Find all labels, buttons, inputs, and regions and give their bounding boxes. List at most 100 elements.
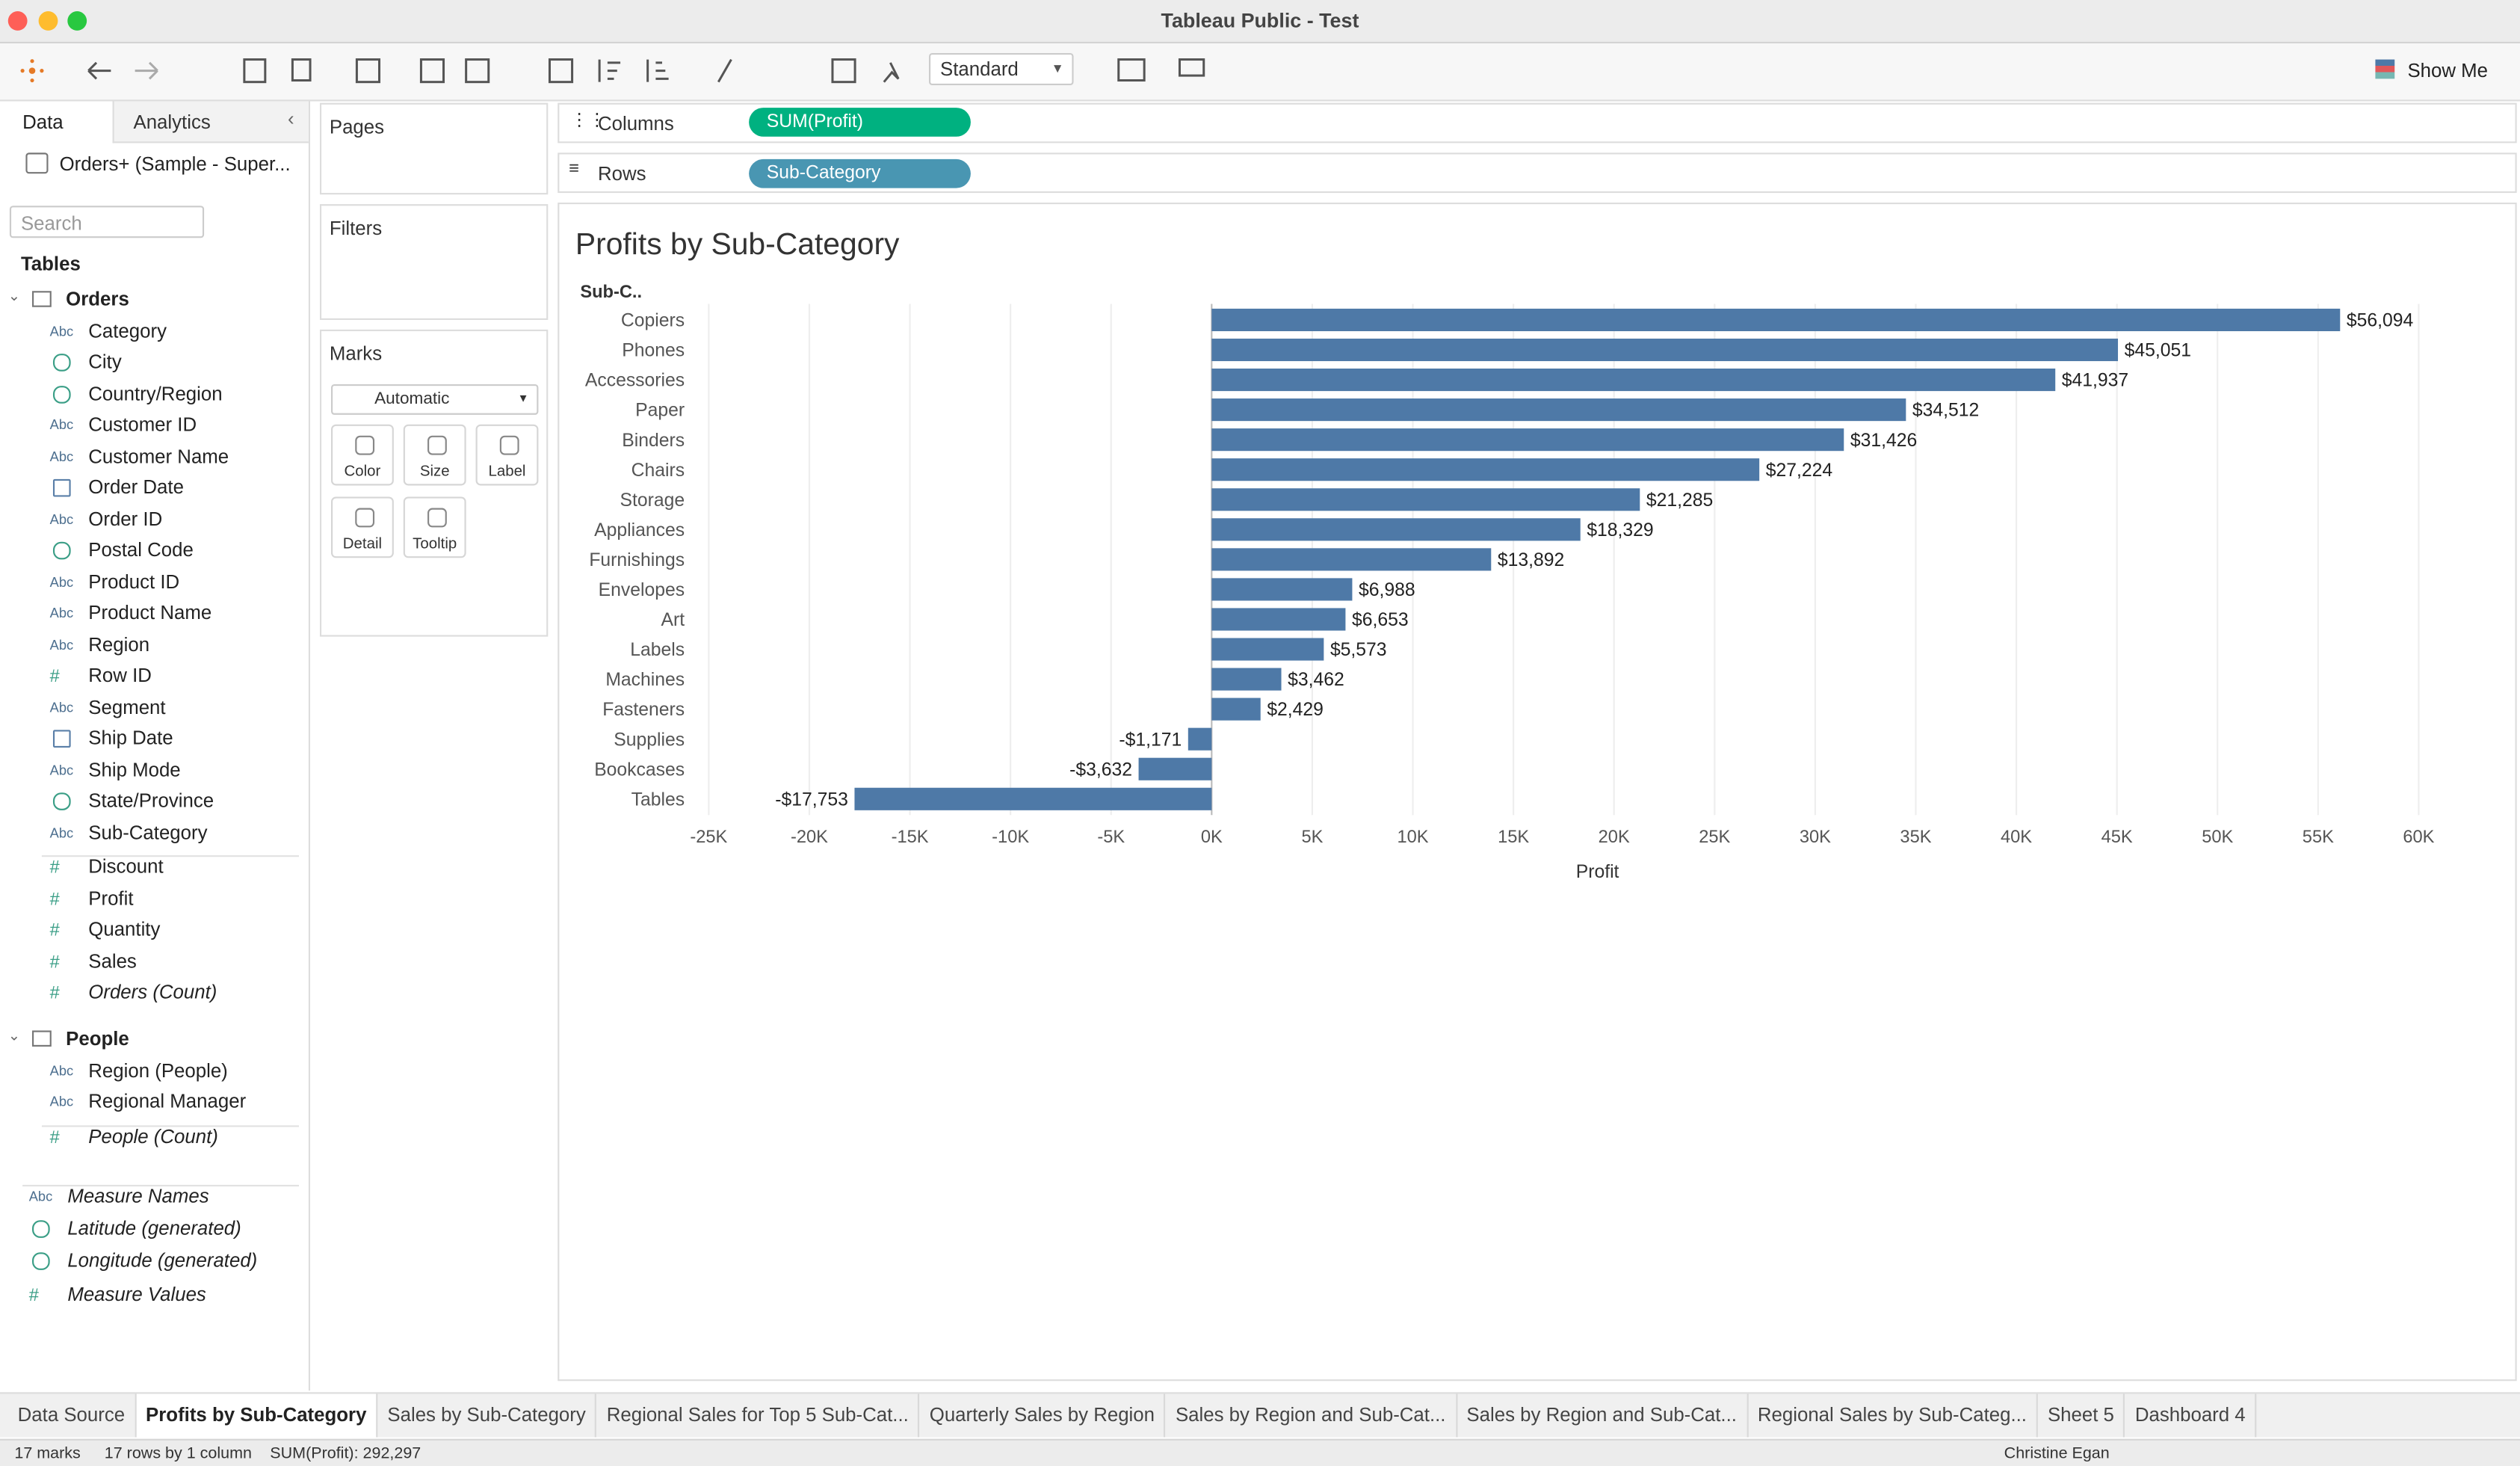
field[interactable]: Orders (Count) xyxy=(88,980,217,1003)
field[interactable]: Ship Date xyxy=(88,727,173,750)
field[interactable]: Segment xyxy=(88,695,166,718)
table-name[interactable]: Orders xyxy=(66,287,129,311)
field[interactable]: Measure Values xyxy=(67,1282,206,1305)
bar[interactable] xyxy=(1211,638,1324,661)
bar[interactable] xyxy=(1211,518,1581,541)
field[interactable]: Order Date xyxy=(88,475,184,499)
field[interactable]: Customer ID xyxy=(88,413,197,436)
redo-icon[interactable] xyxy=(135,61,158,80)
clear-icon[interactable] xyxy=(465,58,490,84)
field[interactable]: People (Count) xyxy=(88,1124,218,1148)
undo-icon[interactable] xyxy=(87,61,111,80)
field[interactable]: Customer Name xyxy=(88,444,229,467)
marks-button[interactable]: Color xyxy=(331,424,394,486)
field[interactable]: State/Province xyxy=(88,789,214,813)
sheet-tab[interactable]: Data Source xyxy=(8,1393,137,1438)
status-shape: 17 rows by 1 column xyxy=(104,1445,253,1463)
sheet-tab[interactable]: Regional Sales for Top 5 Sub-Cat... xyxy=(597,1393,920,1438)
minimize-button[interactable] xyxy=(38,11,58,31)
field[interactable]: Sales xyxy=(88,949,137,972)
bar[interactable] xyxy=(1138,757,1212,780)
bar[interactable] xyxy=(1211,668,1282,691)
sheet-tab-active[interactable]: Profits by Sub-Category xyxy=(136,1393,378,1438)
sheet-tab[interactable]: Quarterly Sales by Region xyxy=(920,1393,1167,1438)
labels-icon[interactable] xyxy=(831,58,856,84)
bar[interactable] xyxy=(1211,548,1492,571)
columns-pill[interactable]: SUM(Profit) xyxy=(749,108,971,137)
sheet-tab[interactable]: Sales by Region and Sub-Cat... xyxy=(1166,1393,1457,1438)
field[interactable]: Quantity xyxy=(88,917,161,941)
bar[interactable] xyxy=(1211,369,2056,392)
field[interactable]: Regional Manager xyxy=(88,1090,247,1113)
bar[interactable] xyxy=(1211,488,1640,511)
field-type-icon: Abc xyxy=(49,1093,74,1109)
mark-type-dropdown[interactable]: Automatic ▼ xyxy=(331,384,539,415)
marks-button[interactable]: Tooltip xyxy=(403,496,466,558)
sheet-tab[interactable]: Sales by Region and Sub-Cat... xyxy=(1457,1393,1749,1438)
field[interactable]: City xyxy=(88,350,122,373)
sort-asc-icon[interactable] xyxy=(598,59,621,82)
tables-heading: Tables xyxy=(20,252,81,275)
data-label: $2,429 xyxy=(1267,700,1324,720)
sheet-tab[interactable]: Sheet 5 xyxy=(2038,1393,2125,1438)
field-type-icon: # xyxy=(28,1285,39,1305)
close-button[interactable] xyxy=(7,11,28,31)
marks-card: Marks Automatic ▼ Color Size Label Detail Too… xyxy=(319,329,549,637)
bar[interactable] xyxy=(1211,578,1353,601)
field[interactable]: Discount xyxy=(88,855,164,878)
pin-icon[interactable] xyxy=(883,62,900,83)
marks-button[interactable]: Detail xyxy=(331,496,394,558)
field[interactable]: Latitude (generated) xyxy=(67,1217,241,1240)
field[interactable]: Category xyxy=(88,318,167,342)
field[interactable]: Order ID xyxy=(88,507,163,530)
search-box[interactable]: Search xyxy=(9,206,205,238)
marks-button[interactable]: Label xyxy=(475,424,539,486)
duplicate-icon[interactable] xyxy=(419,58,445,84)
field[interactable]: Longitude (generated) xyxy=(67,1249,258,1272)
field-type-icon: Abc xyxy=(49,322,74,339)
table-name[interactable]: People xyxy=(66,1027,129,1050)
new-datasource-icon[interactable] xyxy=(291,58,312,82)
new-sheet-icon[interactable] xyxy=(355,58,381,84)
field[interactable]: Product Name xyxy=(88,601,212,624)
bar[interactable] xyxy=(854,787,1212,810)
bar[interactable] xyxy=(1211,398,1906,422)
sheet-tab[interactable]: Dashboard 4 xyxy=(2125,1393,2257,1438)
x-tick-label: 20K xyxy=(1599,828,1630,847)
field[interactable]: Sub-Category xyxy=(88,820,208,843)
sheet-tab[interactable]: Sales by Sub-Category xyxy=(378,1393,597,1438)
field[interactable]: Country/Region xyxy=(88,381,223,404)
field[interactable]: Region xyxy=(88,632,150,656)
marks-button[interactable]: Size xyxy=(403,424,466,486)
field[interactable]: Ship Mode xyxy=(88,757,181,781)
zoom-button[interactable] xyxy=(67,11,87,31)
bar[interactable] xyxy=(1211,428,1844,452)
bar[interactable] xyxy=(1211,608,1346,631)
sheet-tab[interactable]: Regional Sales by Sub-Categ... xyxy=(1748,1393,2039,1438)
bar[interactable] xyxy=(1188,727,1212,751)
bar[interactable] xyxy=(1211,697,1261,721)
data-tab[interactable]: Data xyxy=(0,101,113,147)
cards-icon[interactable] xyxy=(1117,58,1146,82)
status-user[interactable]: Christine Egan xyxy=(2004,1445,2110,1463)
datasource-name[interactable]: Orders+ (Sample - Super... xyxy=(59,153,291,176)
bar[interactable] xyxy=(1211,308,2341,332)
bar[interactable] xyxy=(1211,338,2119,362)
sort-desc-icon[interactable] xyxy=(646,59,669,82)
field[interactable]: Profit xyxy=(88,887,134,910)
presentation-icon[interactable] xyxy=(1178,58,1205,77)
field[interactable]: Region (People) xyxy=(88,1059,228,1082)
rows-pill[interactable]: Sub-Category xyxy=(749,158,971,188)
fit-dropdown[interactable]: Standard ▼ xyxy=(928,52,1074,85)
save-icon[interactable] xyxy=(243,58,267,84)
y-tick-label: Envelopes xyxy=(599,580,685,600)
field[interactable]: Product ID xyxy=(88,570,180,593)
show-me-button[interactable]: Show Me xyxy=(2407,59,2489,82)
highlight-icon[interactable] xyxy=(717,58,732,83)
bar[interactable] xyxy=(1211,458,1760,481)
field[interactable]: Measure Names xyxy=(67,1184,209,1208)
field[interactable]: Postal Code xyxy=(88,538,194,561)
swap-icon[interactable] xyxy=(548,58,574,84)
analytics-tab[interactable]: Analytics ‹ xyxy=(112,101,309,144)
field[interactable]: Row ID xyxy=(88,664,152,687)
